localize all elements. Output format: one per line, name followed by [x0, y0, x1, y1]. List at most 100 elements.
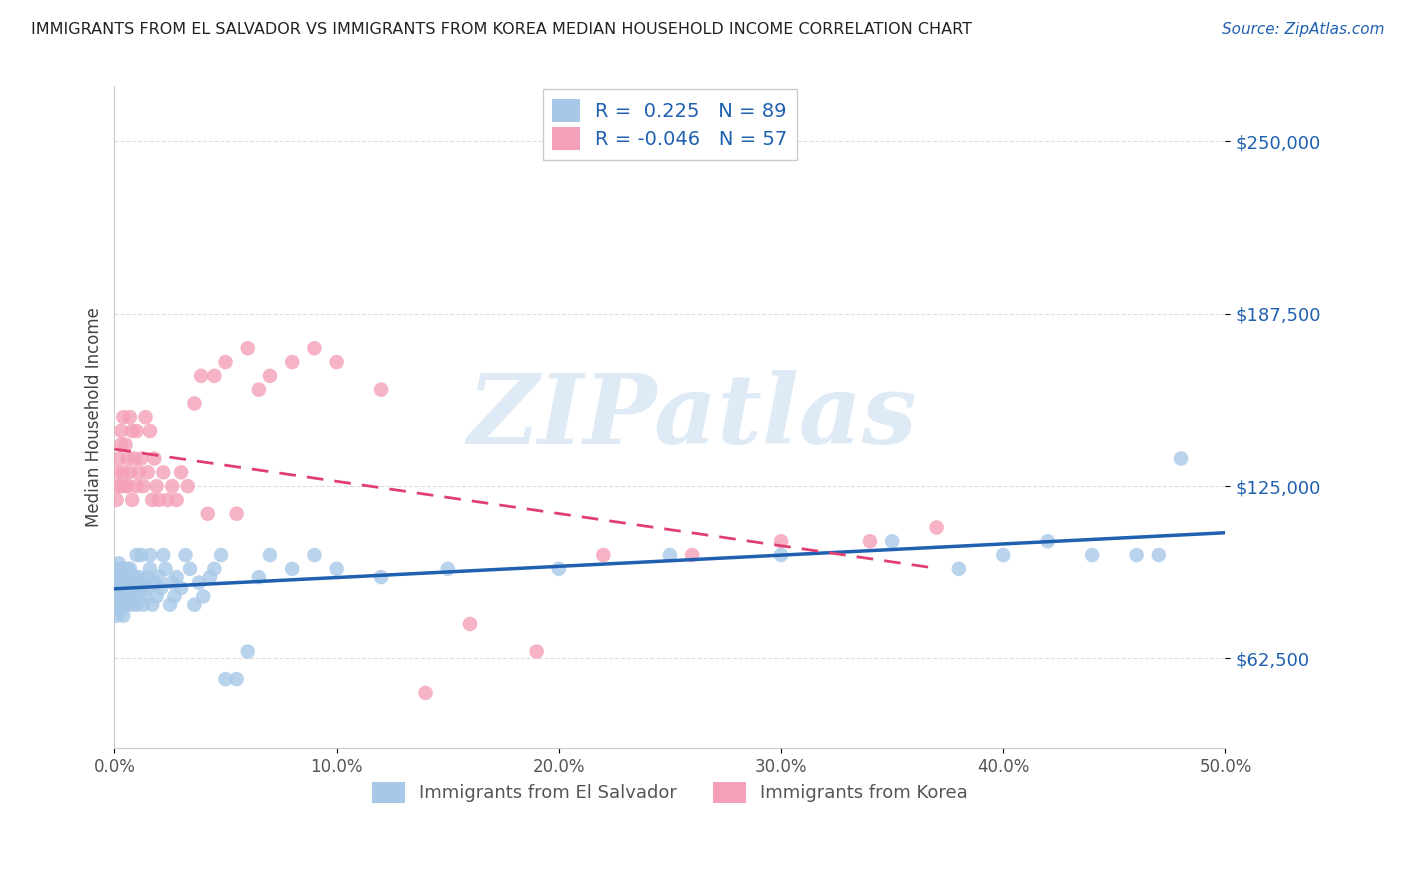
- Point: [592, 548, 614, 562]
- Point: [145, 479, 167, 493]
- Point: [124, 451, 146, 466]
- Point: [209, 548, 232, 562]
- Point: [177, 479, 200, 493]
- Point: [139, 548, 162, 562]
- Point: [132, 598, 155, 612]
- Point: [125, 575, 148, 590]
- Point: [148, 492, 170, 507]
- Point: [110, 570, 132, 584]
- Point: [190, 368, 212, 383]
- Point: [117, 575, 139, 590]
- Point: [187, 575, 209, 590]
- Point: [197, 507, 219, 521]
- Point: [132, 479, 155, 493]
- Point: [214, 672, 236, 686]
- Point: [117, 451, 139, 466]
- Point: [125, 598, 148, 612]
- Point: [136, 570, 159, 584]
- Point: [108, 451, 131, 466]
- Legend: Immigrants from El Salvador, Immigrants from Korea: Immigrants from El Salvador, Immigrants …: [363, 772, 977, 812]
- Point: [121, 492, 143, 507]
- Point: [259, 368, 281, 383]
- Point: [105, 466, 128, 480]
- Point: [159, 598, 181, 612]
- Point: [139, 562, 162, 576]
- Point: [155, 562, 177, 576]
- Point: [236, 644, 259, 658]
- Point: [114, 581, 136, 595]
- Point: [114, 438, 136, 452]
- Point: [150, 581, 173, 595]
- Point: [132, 575, 155, 590]
- Point: [125, 424, 148, 438]
- Point: [114, 575, 136, 590]
- Point: [202, 368, 225, 383]
- Point: [114, 570, 136, 584]
- Point: [141, 492, 163, 507]
- Point: [370, 570, 392, 584]
- Point: [156, 492, 179, 507]
- Point: [105, 575, 128, 590]
- Point: [225, 672, 247, 686]
- Point: [110, 575, 132, 590]
- Point: [136, 466, 159, 480]
- Point: [129, 581, 152, 595]
- Point: [160, 479, 183, 493]
- Point: [174, 548, 197, 562]
- Point: [1147, 548, 1170, 562]
- Point: [118, 562, 141, 576]
- Point: [121, 575, 143, 590]
- Point: [259, 548, 281, 562]
- Point: [247, 570, 270, 584]
- Point: [118, 590, 141, 604]
- Point: [925, 520, 948, 534]
- Point: [993, 548, 1015, 562]
- Point: [125, 548, 148, 562]
- Point: [202, 562, 225, 576]
- Point: [121, 598, 143, 612]
- Point: [304, 341, 326, 355]
- Point: [236, 341, 259, 355]
- Point: [141, 598, 163, 612]
- Point: [108, 590, 131, 604]
- Point: [198, 570, 221, 584]
- Point: [1036, 534, 1059, 549]
- Point: [304, 548, 326, 562]
- Text: IMMIGRANTS FROM EL SALVADOR VS IMMIGRANTS FROM KOREA MEDIAN HOUSEHOLD INCOME COR: IMMIGRANTS FROM EL SALVADOR VS IMMIGRANT…: [31, 22, 972, 37]
- Point: [770, 534, 793, 549]
- Point: [214, 355, 236, 369]
- Point: [948, 562, 970, 576]
- Point: [128, 466, 150, 480]
- Point: [125, 479, 148, 493]
- Point: [124, 581, 146, 595]
- Point: [882, 534, 904, 549]
- Point: [112, 410, 135, 425]
- Point: [105, 562, 128, 576]
- Point: [1170, 451, 1192, 466]
- Point: [112, 598, 135, 612]
- Point: [193, 590, 215, 604]
- Point: [145, 590, 167, 604]
- Point: [166, 570, 188, 584]
- Point: [1125, 548, 1147, 562]
- Point: [121, 424, 143, 438]
- Point: [658, 548, 681, 562]
- Point: [117, 598, 139, 612]
- Point: [134, 410, 156, 425]
- Point: [526, 644, 548, 658]
- Point: [225, 507, 247, 521]
- Point: [105, 492, 128, 507]
- Point: [108, 557, 131, 571]
- Point: [170, 466, 193, 480]
- Point: [110, 424, 132, 438]
- Point: [325, 562, 347, 576]
- Point: [114, 479, 136, 493]
- Y-axis label: Median Household Income: Median Household Income: [86, 307, 103, 527]
- Point: [134, 590, 156, 604]
- Point: [547, 562, 569, 576]
- Point: [129, 548, 152, 562]
- Text: ZIPatlas: ZIPatlas: [467, 370, 917, 464]
- Point: [139, 424, 162, 438]
- Point: [136, 581, 159, 595]
- Point: [128, 570, 150, 584]
